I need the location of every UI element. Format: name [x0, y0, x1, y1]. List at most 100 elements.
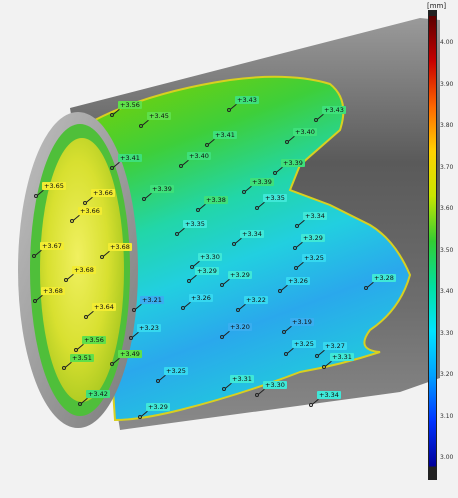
measurement-point-marker — [220, 283, 224, 287]
measurement-label: +3.39 — [150, 185, 174, 193]
measurement-point-marker — [205, 143, 209, 147]
scale-tick-label: 3.60 — [440, 205, 454, 212]
scale-segment — [429, 421, 436, 467]
scale-tick-label: 3.90 — [440, 80, 454, 88]
measurement-point-marker — [181, 306, 185, 310]
measurement-point-marker — [309, 403, 313, 407]
measurement-label: +3.30 — [263, 381, 287, 389]
scale-segment — [429, 241, 436, 287]
measurement-point-marker — [83, 201, 87, 205]
measurement-point-marker — [64, 278, 68, 282]
measurement-label: +3.21 — [140, 296, 164, 304]
measurement-label: +3.56 — [82, 336, 106, 344]
scale-tick-label: 3.40 — [440, 288, 454, 295]
measurement-label: +3.68 — [72, 266, 96, 274]
measurement-label: +3.42 — [86, 390, 110, 398]
measurement-label: +3.29 — [228, 271, 252, 279]
measurement-point-marker — [295, 224, 299, 228]
measurement-point-marker — [84, 315, 88, 319]
scale-segment — [429, 106, 436, 152]
measurement-point-marker — [282, 330, 286, 334]
measurement-point-marker — [294, 266, 298, 270]
measurement-label: +3.25 — [292, 340, 316, 348]
scale-tick-label: 3.10 — [440, 412, 454, 420]
measurement-point-marker — [62, 366, 66, 370]
measurement-label: +3.43 — [322, 106, 346, 114]
measurement-point-marker — [110, 113, 114, 117]
measurement-label: +3.39 — [281, 159, 305, 167]
scale-tick-label: 3.70 — [440, 163, 454, 171]
measurement-label: +3.29 — [301, 234, 325, 242]
scale-segment — [429, 61, 436, 107]
measurement-label: +3.34 — [303, 212, 327, 220]
measurement-point-marker — [227, 108, 231, 112]
measurement-point-marker — [242, 190, 246, 194]
measurement-point-marker — [278, 289, 282, 293]
measurement-label: +3.68 — [41, 287, 65, 295]
measurement-label: +3.65 — [42, 182, 66, 190]
measurement-label: +3.23 — [137, 324, 161, 332]
measurement-label: +3.40 — [293, 128, 317, 136]
measurement-point-marker — [34, 194, 38, 198]
measurement-point-marker — [70, 219, 74, 223]
scale-segment — [429, 286, 436, 332]
scale-segment — [429, 16, 436, 62]
measurement-point-marker — [129, 336, 133, 340]
measurement-label: +3.41 — [118, 154, 142, 162]
measurement-point-marker — [33, 299, 37, 303]
measurement-point-marker — [74, 348, 78, 352]
measurement-label: +3.64 — [92, 303, 116, 311]
measurement-point-marker — [138, 415, 142, 419]
measurement-point-marker — [179, 164, 183, 168]
scale-tick-label: 3.80 — [440, 122, 454, 129]
measurement-label: +3.25 — [164, 367, 188, 375]
measurement-point-marker — [315, 354, 319, 358]
measurement-point-marker — [142, 197, 146, 201]
measurement-label: +3.34 — [317, 391, 341, 399]
measurement-label: +3.28 — [372, 274, 396, 282]
measurement-point-marker — [236, 308, 240, 312]
measurement-label: +3.39 — [250, 178, 274, 186]
scale-unit-label: [mm] — [427, 2, 447, 10]
scale-segment — [429, 331, 436, 377]
measurement-point-marker — [255, 393, 259, 397]
measurement-label: +3.29 — [146, 403, 170, 411]
measurement-label: +3.45 — [147, 112, 171, 120]
measurement-point-marker — [232, 242, 236, 246]
measurement-label: +3.27 — [323, 342, 347, 350]
measurement-label: +3.38 — [204, 196, 228, 204]
measurement-label: +3.43 — [235, 96, 259, 104]
measurement-point-marker — [293, 246, 297, 250]
measurement-label: +3.31 — [230, 375, 254, 383]
measurement-label: +3.66 — [78, 207, 102, 215]
measurement-label: +3.19 — [290, 318, 314, 326]
measurement-label: +3.35 — [183, 220, 207, 228]
measurement-point-marker — [32, 254, 36, 258]
measurement-label: +3.35 — [263, 194, 287, 202]
measurement-point-marker — [110, 362, 114, 366]
measurement-label: +3.40 — [187, 152, 211, 160]
measurement-point-marker — [110, 166, 114, 170]
scale-tick-label: 3.30 — [440, 329, 454, 337]
measurement-point-marker — [100, 255, 104, 259]
measurement-point-marker — [255, 206, 259, 210]
measurement-label: +3.29 — [195, 267, 219, 275]
measurement-point-marker — [314, 118, 318, 122]
scale-tick-label: 4.00 — [440, 39, 454, 46]
scale-segment — [429, 376, 436, 422]
measurement-point-marker — [139, 124, 143, 128]
measurement-label: +3.66 — [91, 189, 115, 197]
measurement-label: +3.20 — [228, 323, 252, 331]
measurement-point-marker — [190, 265, 194, 269]
measurement-point-marker — [364, 286, 368, 290]
measurement-label: +3.41 — [213, 131, 237, 139]
measurement-label: +3.30 — [198, 253, 222, 261]
measurement-label: +3.51 — [70, 354, 94, 362]
scale-tick-label: 3.50 — [440, 246, 454, 254]
measurement-point-marker — [175, 232, 179, 236]
measurement-label: +3.67 — [40, 242, 64, 250]
measurement-label: +3.26 — [189, 294, 213, 302]
measurement-point-marker — [285, 140, 289, 144]
measurement-label: +3.68 — [108, 243, 132, 251]
